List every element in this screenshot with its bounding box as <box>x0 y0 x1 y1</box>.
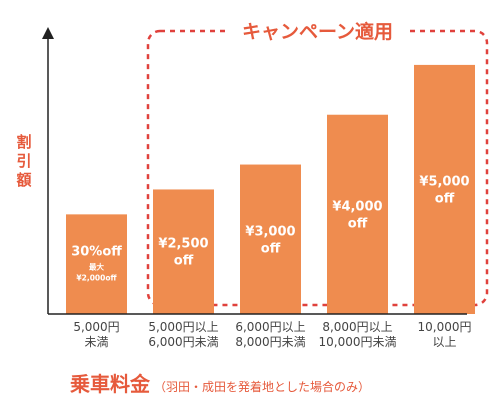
campaign-label-bg <box>229 20 406 42</box>
bar-1 <box>66 214 127 314</box>
category-label-3-2: 8,000円未満 <box>235 335 305 349</box>
category-label-3-1: 6,000円以上 <box>235 320 305 334</box>
y-axis-label-char-2: 引 <box>16 152 31 170</box>
bar-3-label-1: ¥3,000 <box>245 224 295 239</box>
bar-1-sublabel-2: ¥2,000off <box>76 274 117 283</box>
category-label-2-2: 6,000円未満 <box>148 335 218 349</box>
bar-5-label-2: off <box>435 191 455 206</box>
x-axis-title-main: 乗車料金 <box>70 372 150 396</box>
bar-1-sublabel-1: 最大 <box>89 262 104 272</box>
category-label-4-1: 8,000円以上 <box>322 320 392 334</box>
bar-4 <box>327 114 388 315</box>
bar-4-label-1: ¥4,000 <box>332 199 382 214</box>
category-label-1-2: 未満 <box>84 335 108 349</box>
category-label-2-1: 5,000円以上 <box>148 320 218 334</box>
bar-5 <box>414 64 475 314</box>
y-axis-label-char-3: 額 <box>15 171 31 189</box>
x-axis-title: 乗車料金 （羽田・成田を発着地とした場合のみ） <box>70 368 370 397</box>
category-label-1-1: 5,000円 <box>73 320 119 334</box>
bar-3-label-2: off <box>261 241 281 256</box>
category-label-5-2: 以上 <box>432 335 456 349</box>
campaign-frame <box>146 29 489 307</box>
bar-3 <box>240 164 301 314</box>
y-axis-arrow <box>42 27 54 39</box>
y-axis-label-char-1: 割 <box>16 133 31 151</box>
category-label-5-1: 10,000円 <box>418 320 472 334</box>
bar-4-label-2: off <box>348 216 368 231</box>
bar-5-label-1: ¥5,000 <box>419 174 469 189</box>
bar-2 <box>153 189 214 314</box>
category-label-4-2: 10,000円未満 <box>319 335 397 349</box>
bar-1-label-1: 30%off <box>71 245 122 260</box>
bar-2-label-1: ¥2,500 <box>158 237 208 252</box>
x-axis-title-note: （羽田・成田を発着地とした場合のみ） <box>154 380 371 394</box>
campaign-label: キャンペーン適用 <box>242 20 393 43</box>
bar-2-label-2: off <box>174 254 194 269</box>
